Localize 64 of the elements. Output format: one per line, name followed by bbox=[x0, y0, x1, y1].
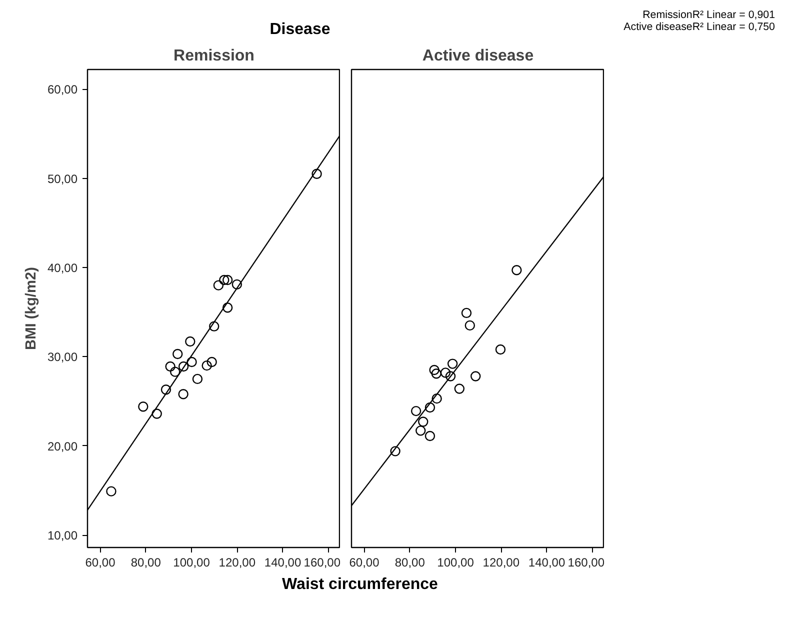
point bbox=[410, 406, 422, 416]
y-tick-label: 40,00 bbox=[47, 260, 78, 275]
point bbox=[495, 344, 506, 355]
point bbox=[152, 408, 162, 419]
point bbox=[106, 486, 116, 496]
chart-title: Remission bbox=[174, 48, 254, 64]
x-tick-label: 80,00 bbox=[394, 556, 426, 570]
point bbox=[440, 368, 451, 378]
y-axis-title: BMI (kg/m2) bbox=[23, 266, 40, 350]
point bbox=[165, 361, 176, 372]
point bbox=[447, 358, 458, 369]
x-tick-label: 120,00 bbox=[482, 556, 520, 570]
y-tick-label: 20,00 bbox=[47, 439, 78, 454]
point bbox=[470, 371, 481, 382]
point bbox=[206, 356, 217, 368]
point bbox=[160, 384, 172, 395]
x-tick-label: 140,00 bbox=[528, 556, 566, 570]
point bbox=[222, 274, 233, 286]
point bbox=[390, 446, 400, 456]
point bbox=[213, 280, 224, 290]
point bbox=[192, 374, 203, 384]
text: Disease bbox=[270, 20, 330, 40]
point bbox=[445, 371, 456, 382]
x-tick-label: 140,00 bbox=[264, 556, 302, 570]
x-tick-label: 60,00 bbox=[85, 556, 116, 570]
point bbox=[424, 402, 436, 413]
point bbox=[424, 430, 436, 442]
point bbox=[170, 366, 180, 377]
x-tick-label: 100,00 bbox=[437, 556, 474, 570]
point bbox=[418, 416, 428, 427]
point bbox=[185, 336, 196, 347]
text: Active diseaseR² Linear = 0,750 bbox=[624, 21, 775, 34]
y-tick-label: 30,00 bbox=[47, 350, 78, 364]
x-tick-label: 60,00 bbox=[349, 556, 380, 570]
point bbox=[172, 348, 183, 360]
x-tick-label: 100,00 bbox=[173, 556, 210, 570]
point bbox=[178, 389, 188, 400]
point bbox=[432, 393, 442, 404]
point bbox=[429, 364, 440, 376]
point bbox=[312, 168, 322, 179]
x-tick-label: 120,00 bbox=[218, 556, 256, 570]
x-axis-title: Waist circumference bbox=[282, 575, 438, 595]
point bbox=[222, 302, 233, 313]
point bbox=[512, 265, 522, 276]
point bbox=[202, 360, 212, 371]
x-tick-label: 80,00 bbox=[130, 556, 162, 570]
point bbox=[219, 274, 230, 286]
point bbox=[209, 321, 220, 332]
chart-title: Active disease bbox=[422, 48, 534, 64]
y-tick-label: 50,00 bbox=[47, 172, 78, 186]
text: RemissionR² Linear = 0,901 bbox=[642, 9, 775, 21]
point bbox=[178, 361, 189, 372]
point bbox=[232, 279, 242, 290]
point bbox=[416, 426, 426, 436]
point bbox=[431, 368, 442, 379]
y-tick-label: 60,00 bbox=[47, 82, 78, 97]
y-tick-label: 10,00 bbox=[47, 528, 78, 543]
x-tick-label: 160,00 bbox=[304, 556, 341, 570]
point bbox=[138, 402, 148, 412]
point bbox=[464, 320, 475, 331]
point bbox=[454, 384, 465, 394]
x-tick-label: 160,00 bbox=[568, 556, 605, 570]
point bbox=[186, 356, 197, 368]
point bbox=[461, 308, 472, 318]
